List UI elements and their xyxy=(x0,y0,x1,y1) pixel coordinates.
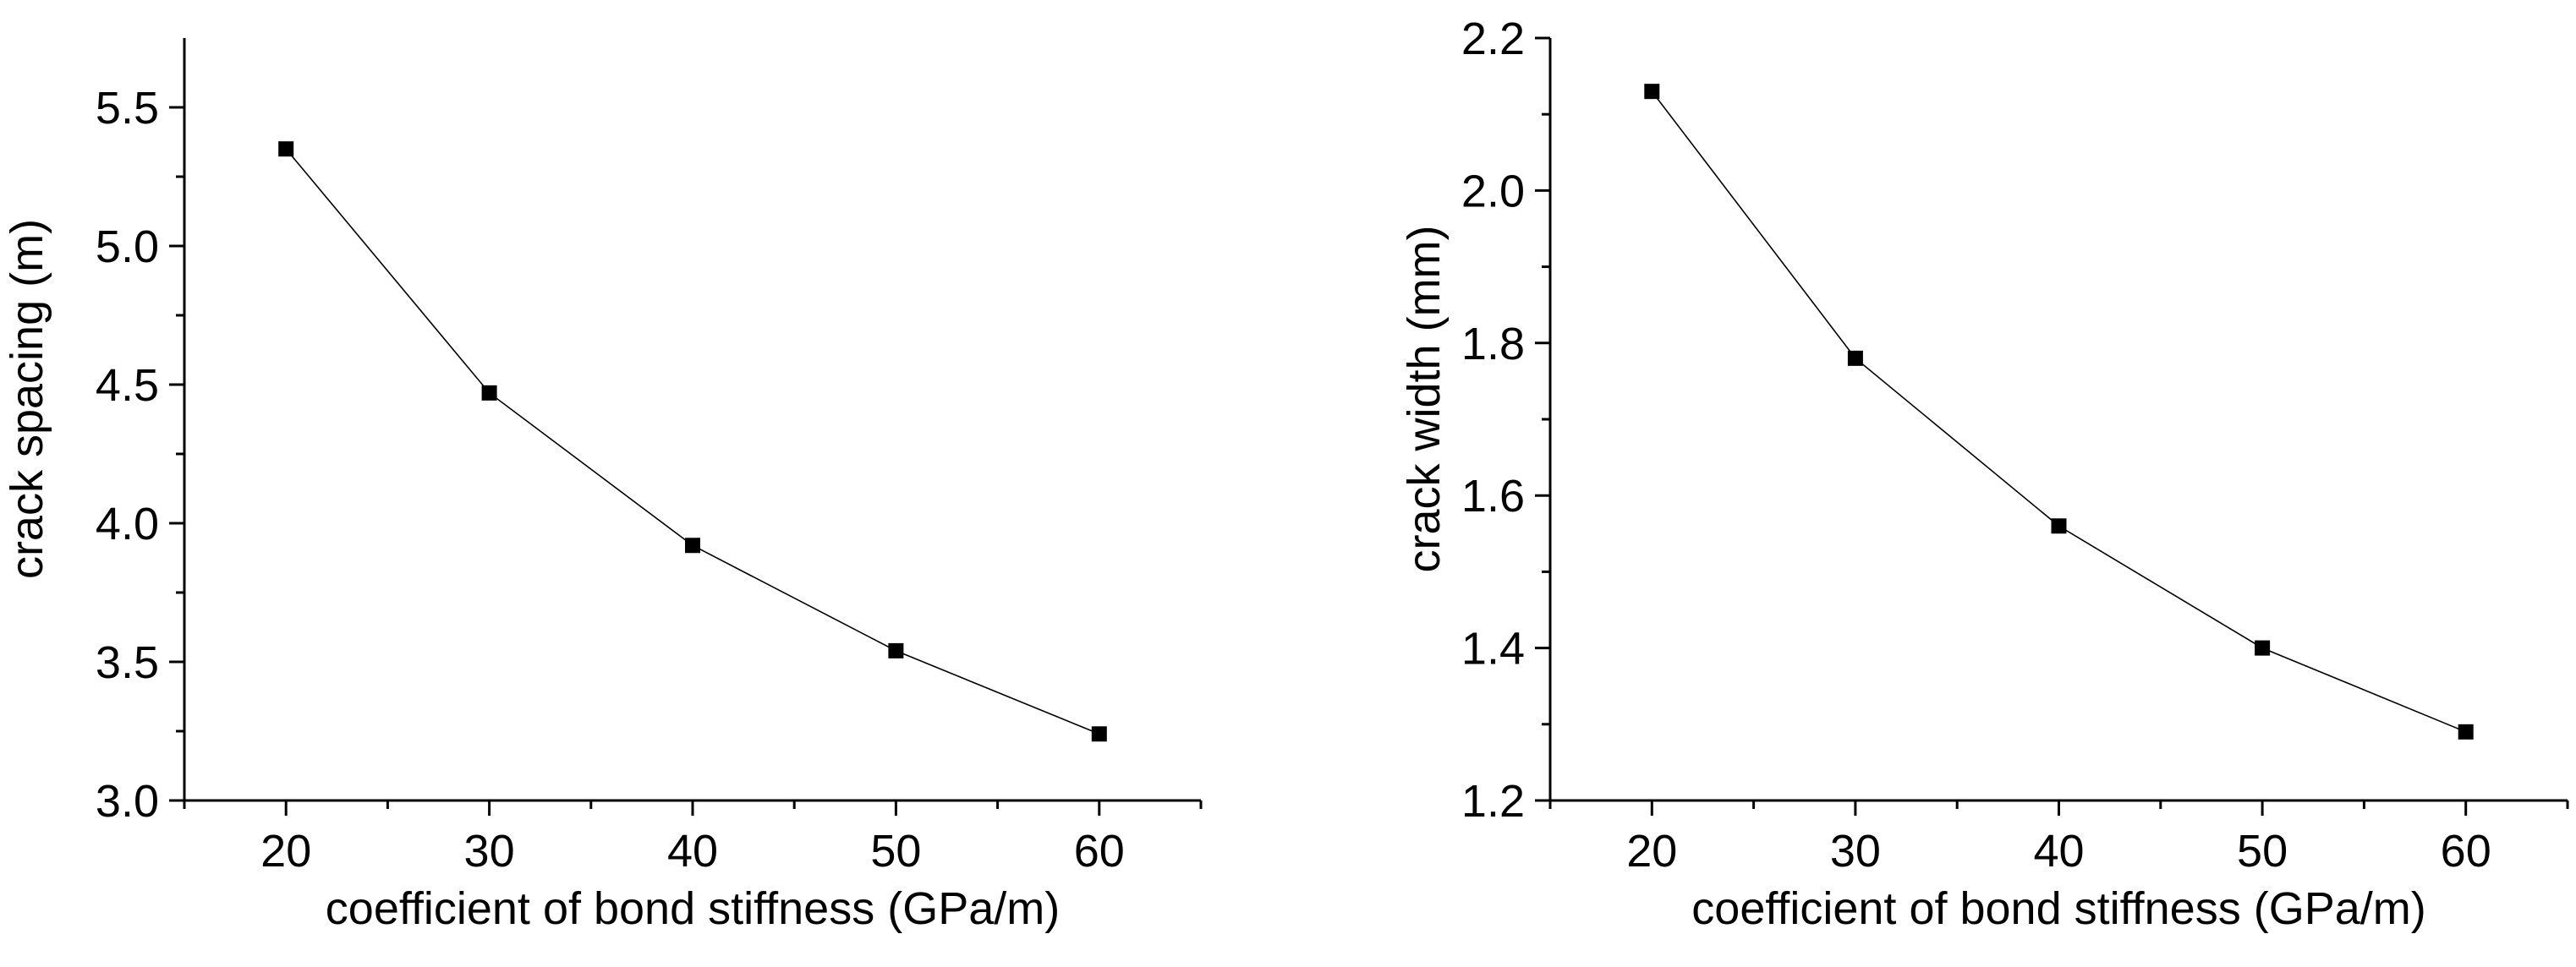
x-tick-label: 60 xyxy=(2441,826,2491,877)
data-point xyxy=(685,538,700,554)
x-tick-label: 50 xyxy=(2237,826,2288,877)
x-axis-title: coefficient of bond stiffness (GPa/m) xyxy=(1691,883,2425,934)
series-line xyxy=(285,148,1100,735)
x-tick-label: 30 xyxy=(1830,826,1881,877)
x-tick-label: 30 xyxy=(464,826,515,877)
series-line xyxy=(1651,90,2467,733)
data-point xyxy=(2051,518,2067,534)
data-point xyxy=(481,385,497,401)
x-tick-label: 20 xyxy=(1626,826,1677,877)
x-tick-label: 40 xyxy=(2033,826,2084,877)
data-point xyxy=(888,642,904,658)
chart-crack-spacing: 20 30 40 50 60 3.0 3.5 4.0 4.5 5.0 5.5 coefficient … xyxy=(2,38,1203,934)
y-tick-label: 3.5 xyxy=(96,637,159,688)
y-tick-label: 2.0 xyxy=(1461,166,1525,216)
chart-crack-width: 20 30 40 50 60 1.2 1.4 1.6 1.8 2.0 2.2 coefficient … xyxy=(1399,14,2569,934)
data-point xyxy=(1091,726,1107,742)
x-tick-label: 50 xyxy=(870,826,921,877)
data-point xyxy=(2255,640,2271,656)
y-tick-label: 4.5 xyxy=(96,360,159,411)
data-point xyxy=(1847,350,1863,366)
data-point xyxy=(2458,724,2474,740)
data-point xyxy=(278,141,294,157)
x-axis-title: coefficient of bond stiffness (GPa/m) xyxy=(326,883,1060,934)
x-tick-label: 20 xyxy=(260,826,311,877)
x-tick-label: 40 xyxy=(667,826,718,877)
y-tick-label: 3.0 xyxy=(96,776,159,827)
y-axis-title: crack width (mm) xyxy=(1399,225,1450,572)
data-point xyxy=(1644,84,1660,100)
y-tick-label: 1.6 xyxy=(1461,471,1525,522)
x-tick-label: 60 xyxy=(1074,826,1125,877)
y-tick-label: 1.8 xyxy=(1461,319,1525,369)
y-tick-label: 2.2 xyxy=(1461,14,1525,64)
y-tick-label: 4.0 xyxy=(96,499,159,549)
y-tick-label: 5.5 xyxy=(96,83,159,134)
y-tick-label: 1.4 xyxy=(1461,624,1525,675)
y-tick-label: 1.2 xyxy=(1461,776,1525,827)
y-axis-title: crack spacing (m) xyxy=(2,219,52,579)
y-tick-label: 5.0 xyxy=(96,221,159,272)
